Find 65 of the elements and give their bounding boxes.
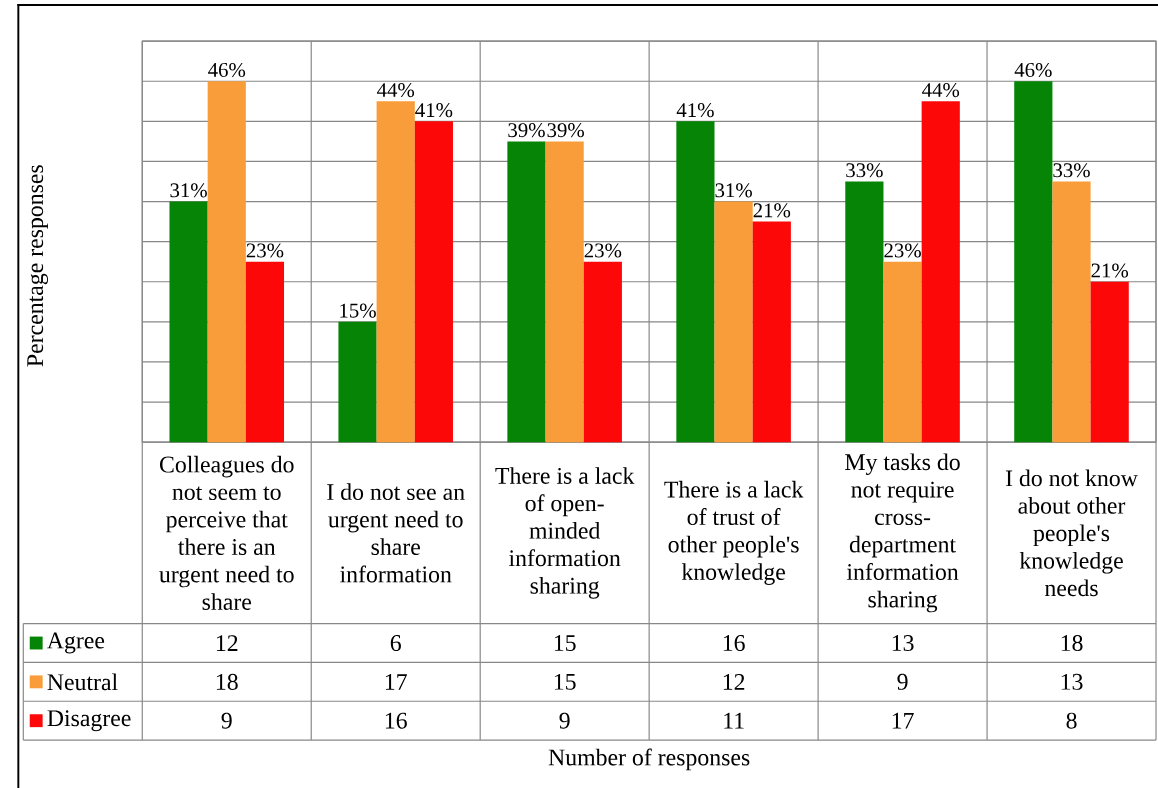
data-label: 13 [892, 634, 914, 651]
bar [921, 101, 960, 443]
bar [883, 261, 922, 443]
annotation: 46% [1014, 62, 1052, 77]
annotation: 39% [547, 123, 584, 138]
x-tick-label: Colleagues do not seem to perceive that there is an urgent need to share [159, 455, 294, 610]
bar [545, 141, 584, 443]
annotation: 46% [208, 62, 246, 77]
annotation: 15% [340, 303, 376, 318]
annotation: 44% [377, 82, 415, 98]
y-axis-title: Percentage responses [27, 165, 49, 367]
annotation: 31% [170, 183, 207, 198]
bar [1090, 281, 1129, 443]
annotation: 23% [884, 243, 921, 258]
annotation: 23% [584, 243, 622, 258]
annotation: 33% [846, 163, 883, 178]
text: Number of responses [548, 748, 750, 771]
data-label: 9 [221, 712, 232, 729]
bar [845, 181, 884, 443]
data-label: 16 [723, 634, 745, 651]
data-label: 6 [390, 634, 401, 651]
annotation: 41% [415, 102, 453, 118]
data-label: 9 [559, 712, 570, 729]
x-tick-label: My tasks do not require cross-department information sharing [845, 453, 960, 613]
bar [1052, 181, 1091, 443]
bar [1014, 81, 1053, 443]
data-label: 15 [554, 634, 576, 651]
bar [169, 201, 208, 443]
data-label: 18 [1061, 634, 1083, 651]
data-label: 11 [724, 712, 744, 729]
annotation: 21% [753, 203, 791, 218]
x-tick-label: There is a lack of open-minded information sharing [495, 467, 635, 599]
data-label: 18 [216, 673, 238, 690]
bar [245, 261, 285, 443]
data-label: 9 [897, 673, 908, 690]
annotation: 41% [676, 102, 714, 118]
bar [676, 121, 715, 443]
legend-label: Agree [47, 632, 105, 654]
bar [338, 321, 377, 443]
annotation: 31% [715, 183, 752, 198]
bar [376, 101, 415, 443]
x-tick-label: There is a lack of trust of other people's knowledge [664, 480, 804, 585]
bar [583, 261, 622, 443]
data-label: 8 [1066, 712, 1077, 729]
bar [752, 221, 791, 443]
legend-label: Disagree [47, 710, 131, 732]
bar [414, 121, 453, 443]
bar [714, 201, 753, 443]
bar [207, 81, 246, 443]
x-tick-label: I do not know about other people's knowledge needs [1005, 469, 1138, 597]
data-label: 15 [554, 673, 576, 690]
annotation: 44% [922, 82, 960, 98]
bar [507, 141, 546, 443]
x-tick-label: I do not see an urgent need to share information [327, 483, 465, 583]
data-label: 17 [892, 712, 914, 729]
data-label: 13 [1061, 673, 1083, 690]
data-label: 12 [216, 635, 238, 651]
annotation: 23% [246, 243, 284, 258]
annotation: 33% [1053, 163, 1090, 178]
data-label: 16 [385, 712, 407, 729]
legend-label: Neutral [47, 673, 118, 691]
data-label: 17 [385, 673, 407, 690]
data-label: 12 [723, 673, 745, 690]
annotation: 39% [508, 123, 545, 138]
annotation: 21% [1091, 263, 1129, 278]
